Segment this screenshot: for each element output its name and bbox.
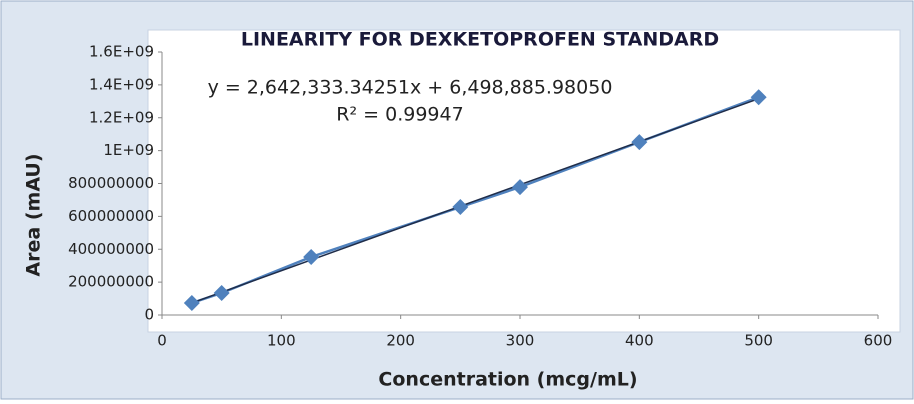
- y-tick-label: 800000000: [68, 174, 154, 192]
- x-tick-label: 500: [744, 332, 773, 350]
- x-tick-label: 300: [506, 332, 535, 350]
- chart-title: LINEARITY FOR DEXKETOPROFEN STANDARD: [241, 29, 719, 51]
- marker: [750, 89, 767, 106]
- y-tick-label: 0: [144, 306, 154, 324]
- marker: [512, 179, 528, 196]
- marker: [303, 248, 320, 265]
- x-tick-label: 100: [267, 332, 296, 350]
- y-tick-label: 400000000: [68, 240, 154, 258]
- marker: [183, 295, 200, 312]
- y-tick-label: 1.4E+09: [89, 75, 154, 93]
- y-axis-title: Area (mAU): [23, 153, 45, 276]
- x-tick-label: 200: [386, 332, 415, 350]
- plot-area: [147, 29, 901, 333]
- y-tick-label: 600000000: [68, 207, 154, 225]
- marker: [213, 284, 230, 301]
- annotation: R² = 0.99947: [336, 104, 463, 126]
- x-axis-title: Concentration (mcg/mL): [378, 369, 637, 391]
- x-tick-label: 0: [157, 332, 167, 350]
- marker: [452, 199, 469, 216]
- y-tick-label: 1.2E+09: [89, 108, 154, 126]
- marker: [631, 134, 648, 151]
- trendline: [191, 97, 759, 304]
- x-tick-label: 400: [625, 332, 654, 350]
- x-tick-label: 600: [864, 332, 893, 350]
- y-tick-label: 200000000: [68, 273, 154, 291]
- annotation: y = 2,642,333.34251x + 6,498,885.98050: [208, 77, 613, 99]
- y-tick-label: 1.6E+09: [89, 43, 154, 61]
- y-tick-label: 1E+09: [103, 141, 154, 159]
